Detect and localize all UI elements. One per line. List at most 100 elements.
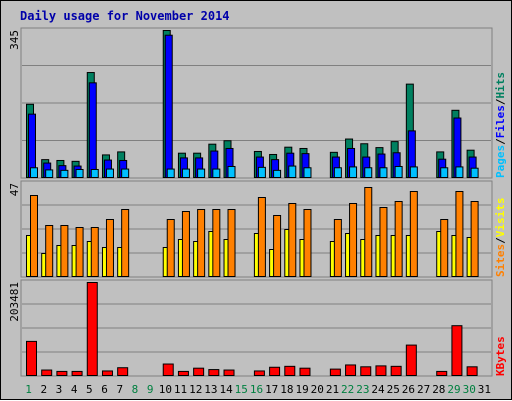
pages-bar xyxy=(75,168,84,178)
y-max-label-1: 345 xyxy=(8,30,21,50)
kbytes-bar xyxy=(284,365,296,376)
pages-bar xyxy=(273,169,282,178)
sites-bar xyxy=(60,225,69,277)
panel-frame-3 xyxy=(20,279,493,377)
kbytes-bar xyxy=(345,364,357,377)
sites-bar xyxy=(181,211,190,277)
x-tick-label: 18 xyxy=(280,383,293,396)
legend-entry: / xyxy=(494,138,507,145)
x-tick-label: 29 xyxy=(447,383,460,396)
sites-bar xyxy=(394,201,403,277)
pages-bar xyxy=(45,169,54,178)
kbytes-bar xyxy=(269,366,281,376)
legend-entry: Files xyxy=(494,105,507,138)
pages-bar xyxy=(409,166,418,178)
x-tick-label: 21 xyxy=(326,383,339,396)
legend-entry: / xyxy=(494,98,507,105)
kbytes-bar xyxy=(193,367,205,376)
pages-bar xyxy=(333,167,342,178)
pages-bar xyxy=(30,167,38,178)
kbytes-bar xyxy=(223,369,235,376)
pages-bar xyxy=(166,168,175,178)
x-tick-label: 20 xyxy=(311,383,324,396)
x-tick-label: 2 xyxy=(40,383,47,396)
kbytes-bar xyxy=(177,370,189,377)
x-tick-label: 27 xyxy=(417,383,430,396)
kbytes-bar xyxy=(117,367,129,377)
sites-bar xyxy=(75,227,84,277)
kbytes-bar xyxy=(405,344,417,377)
sites-bar xyxy=(349,203,358,277)
kbytes-bar xyxy=(86,282,98,376)
sites-bar xyxy=(121,209,130,277)
x-tick-label: 12 xyxy=(189,383,202,396)
pages-bar xyxy=(212,168,221,178)
x-tick-label: 28 xyxy=(432,383,445,396)
pages-bar xyxy=(105,168,114,178)
legend-entry: Visits xyxy=(494,198,507,238)
x-tick-label: 24 xyxy=(371,383,385,396)
sites-bar xyxy=(30,195,38,277)
legend-entry: Pages xyxy=(494,145,507,178)
x-tick-label: 11 xyxy=(174,383,187,396)
x-tick-label: 5 xyxy=(86,383,93,396)
pages-bar xyxy=(455,166,464,178)
sites-bar xyxy=(379,207,388,277)
x-tick-label: 22 xyxy=(341,383,354,396)
pages-bar xyxy=(364,167,373,178)
sites-bar xyxy=(45,225,54,277)
pages-bar xyxy=(90,168,99,178)
pages-bar xyxy=(121,168,130,178)
kbytes-bar xyxy=(299,367,311,376)
legend-entry: KBytes xyxy=(494,336,507,376)
x-tick-label: 9 xyxy=(147,383,154,396)
legend-2: Sites/Visits xyxy=(494,198,507,278)
files-bar xyxy=(164,34,173,178)
x-tick-label: 19 xyxy=(295,383,308,396)
pages-bar xyxy=(349,166,358,178)
pages-bar xyxy=(394,165,403,178)
y-max-label-3: 203481 xyxy=(8,282,21,322)
x-tick-label: 26 xyxy=(402,383,415,396)
sites-bar xyxy=(166,219,175,277)
x-tick-label: 31 xyxy=(478,383,491,396)
sites-bar xyxy=(288,203,297,277)
kbytes-bar xyxy=(390,365,402,376)
kbytes-bar xyxy=(329,368,341,376)
sites-bar xyxy=(364,187,373,277)
x-tick-label: 25 xyxy=(387,383,400,396)
kbytes-bar xyxy=(208,369,220,377)
legend-entry: Sites xyxy=(494,244,507,277)
sites-bar xyxy=(90,227,99,277)
x-tick-label: 14 xyxy=(219,383,233,396)
kbytes-bar xyxy=(26,340,37,377)
sites-bar xyxy=(212,209,221,277)
legend-1: Pages/Files/Hits xyxy=(494,72,507,178)
pages-bar xyxy=(181,168,190,178)
x-tick-label: 4 xyxy=(71,383,78,396)
x-tick-label: 16 xyxy=(250,383,263,396)
x-tick-label: 15 xyxy=(235,383,248,396)
legend-3: KBytes xyxy=(494,336,507,376)
legend-entry: / xyxy=(494,237,507,244)
kbytes-bar xyxy=(101,370,113,376)
files-bar xyxy=(88,82,97,178)
pages-bar xyxy=(379,167,388,178)
y-max-label-2: 47 xyxy=(8,183,21,196)
kbytes-bar xyxy=(375,365,387,377)
pages-bar xyxy=(440,167,449,178)
chart-title: Daily usage for November 2014 xyxy=(20,9,230,23)
sites-bar xyxy=(273,215,282,277)
sites-bar xyxy=(440,219,449,277)
sites-bar xyxy=(455,191,464,277)
x-tick-label: 3 xyxy=(56,383,63,396)
pages-bar xyxy=(470,167,479,178)
sites-bar xyxy=(197,209,206,277)
x-tick-label: 23 xyxy=(356,383,369,396)
panel-frame-1 xyxy=(20,27,493,179)
pages-bar xyxy=(288,165,297,178)
sites-bar xyxy=(470,201,479,277)
kbytes-bar xyxy=(41,369,53,376)
